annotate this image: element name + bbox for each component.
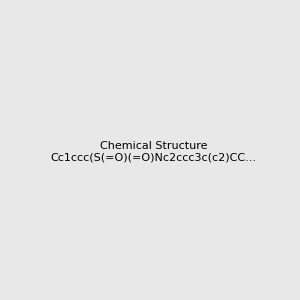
Text: Chemical Structure
Cc1ccc(S(=O)(=O)Nc2ccc3c(c2)CC...: Chemical Structure Cc1ccc(S(=O)(=O)Nc2cc… <box>51 141 257 162</box>
